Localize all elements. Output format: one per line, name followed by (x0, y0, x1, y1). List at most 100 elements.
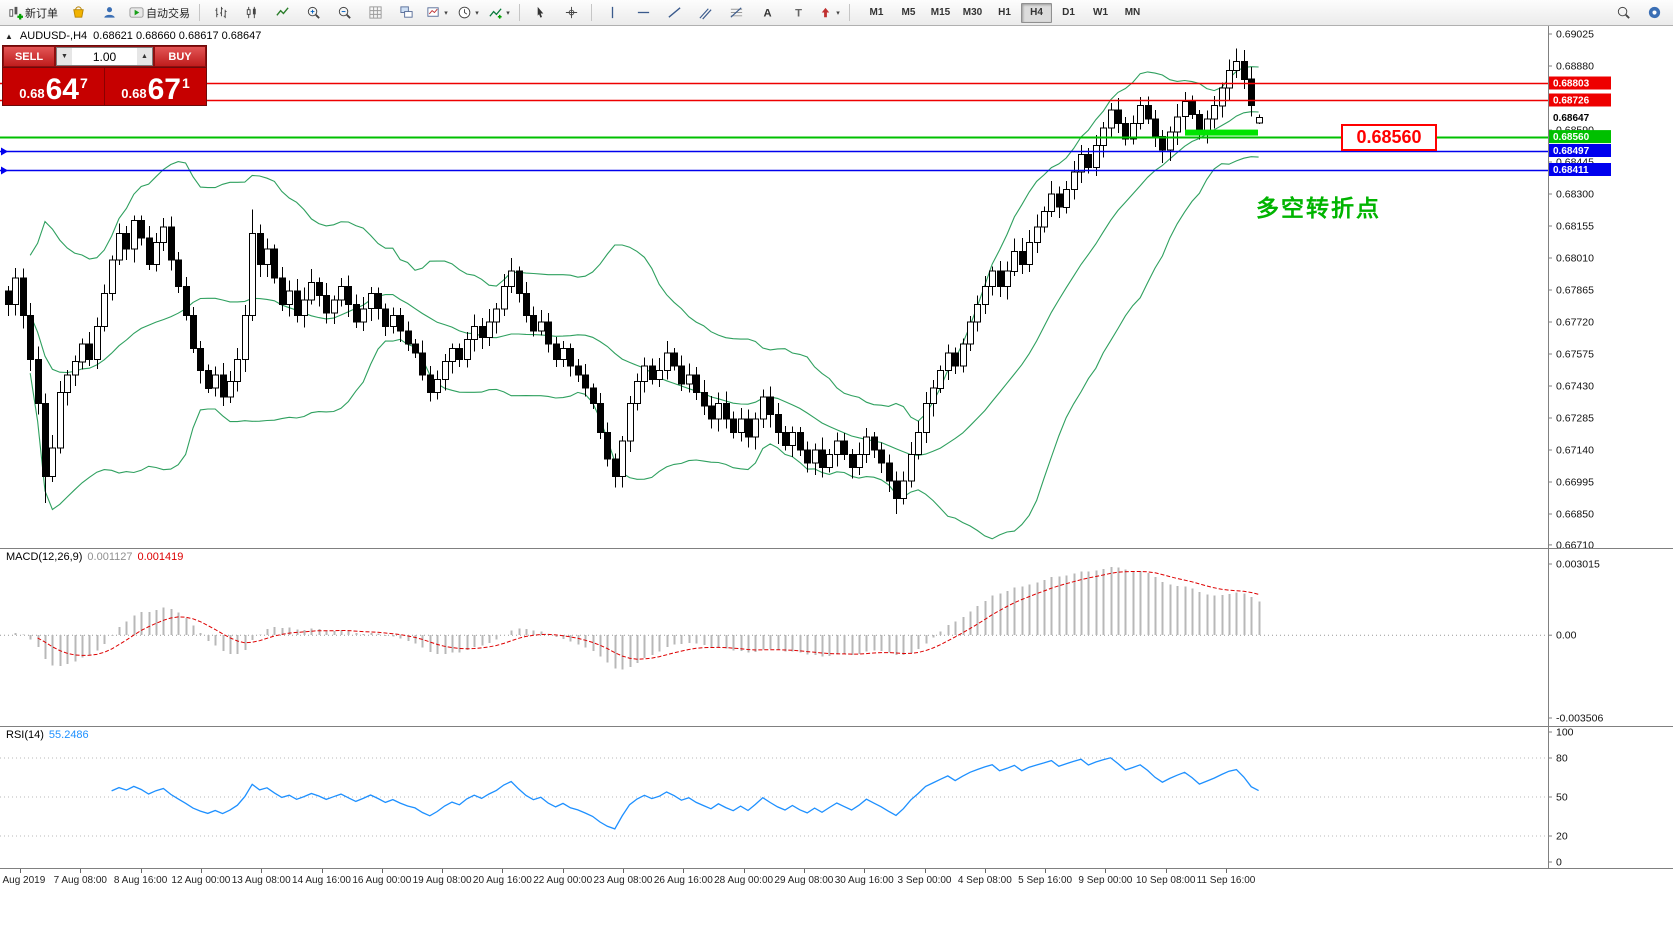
candle (1137, 105, 1144, 124)
text-label-tool-button[interactable]: T (783, 1, 813, 24)
horizontal-line-tool-button[interactable] (628, 1, 658, 24)
indicators-button[interactable]: ▾ (484, 1, 514, 24)
market-button[interactable] (63, 1, 93, 24)
channel-icon (698, 8, 712, 20)
time-axis-tick (623, 869, 624, 873)
candlestick-chart-button[interactable] (236, 1, 266, 24)
text-tool-button[interactable]: A (752, 1, 782, 24)
fibonacci-icon (729, 7, 742, 18)
crosshair-button[interactable] (556, 1, 586, 24)
signals-button[interactable] (94, 1, 124, 24)
new-chart-button[interactable]: ▾ (422, 1, 452, 24)
tile-windows-button[interactable] (391, 1, 421, 24)
sell-price-prefix: 0.68 (19, 86, 45, 101)
candle (686, 374, 693, 385)
rsi-panel-canvas[interactable]: 100 80 50 20 0 (0, 726, 1673, 868)
candle (279, 277, 286, 305)
trendline-tool-button[interactable] (659, 1, 689, 24)
time-axis-tick (140, 869, 142, 873)
main-chart-canvas[interactable]: 0.690250.688800.687350.685900.684450.683… (0, 26, 1673, 548)
candle (760, 396, 767, 420)
time-axis-label: 10 Sep 08:00 (1135, 875, 1196, 886)
timeframe-button-m15[interactable]: M15 (930, 7, 951, 18)
time-axis-tick (1105, 869, 1107, 873)
bar-chart-button[interactable] (205, 1, 235, 24)
candle (767, 396, 774, 416)
autotrading-button[interactable]: 自动交易 (125, 1, 194, 24)
arrow-tool-icon (821, 7, 830, 18)
candle (197, 348, 204, 372)
fibonacci-tool-button[interactable] (721, 1, 751, 24)
candle (456, 348, 463, 360)
timeframe-button-mn[interactable]: MN (1124, 7, 1141, 18)
candle (1189, 100, 1196, 116)
price-level-callout[interactable]: 0.68560 (1341, 124, 1437, 151)
lot-decrease-button[interactable]: ▼ (57, 48, 72, 65)
time-axis-tick (1165, 869, 1167, 873)
macd-panel-canvas[interactable]: 0.003015 0.00 -0.003506 (0, 548, 1673, 726)
candle-series (5, 48, 1263, 514)
channel-tool-button[interactable] (690, 1, 720, 24)
sell-button[interactable]: SELL (3, 46, 55, 67)
time-axis-tick (80, 869, 82, 873)
timeframe-button-m30[interactable]: M30 (962, 7, 983, 18)
time-axis-label: 13 Aug 08:00 (231, 875, 291, 886)
time-axis-tick (200, 869, 202, 873)
timeframe-button-m5[interactable]: M5 (901, 7, 916, 18)
candle (486, 321, 493, 338)
timeframe-button-w1[interactable]: W1 (1093, 7, 1108, 18)
price-axis-badge (1549, 163, 1611, 176)
price-axis-label: 0.68880 (1556, 61, 1594, 73)
grid-toggle-button[interactable] (360, 1, 390, 24)
candle (464, 339, 471, 361)
lot-size-input[interactable] (72, 48, 137, 65)
chart-note-text[interactable]: 多空转折点 (1256, 195, 1381, 221)
timeframe-button-h1[interactable]: H1 (998, 7, 1011, 18)
arrows-tool-button[interactable]: ▾ (814, 1, 844, 24)
candlestick-icon (246, 6, 256, 19)
sell-price-display[interactable]: 0.68 64 7 (3, 68, 104, 105)
candle (220, 374, 227, 398)
candle (434, 378, 441, 394)
time-axis-tick (502, 869, 504, 873)
candle (893, 480, 900, 500)
highlight-segment[interactable] (1185, 129, 1258, 136)
candle (183, 286, 190, 316)
candle (982, 286, 989, 305)
line-left-anchor[interactable] (1, 166, 8, 175)
price-axis-label: 0.68155 (1556, 221, 1594, 233)
candle (634, 381, 641, 405)
new-order-button[interactable]: 新订单 (4, 1, 62, 24)
candle (123, 233, 130, 250)
price-axis-badge-label: 0.68411 (1553, 165, 1589, 176)
one-click-collapse-icon[interactable]: ▲ (5, 31, 13, 41)
zoom-in-button[interactable] (298, 1, 328, 24)
new-order-label: 新订单 (25, 7, 58, 20)
period-button[interactable]: ▾ (453, 1, 483, 24)
zoom-out-button[interactable] (329, 1, 359, 24)
price-axis-label: 0.66710 (1556, 539, 1594, 548)
candle (323, 295, 330, 314)
line-left-anchor[interactable] (1, 147, 8, 156)
lot-increase-button[interactable]: ▲ (137, 48, 152, 65)
line-chart-button[interactable] (267, 1, 297, 24)
buy-button[interactable]: BUY (154, 46, 206, 67)
timeframe-button-d1[interactable]: D1 (1062, 7, 1075, 18)
time-axis-tick (803, 869, 805, 873)
price-axis-label: 0.67285 (1556, 413, 1594, 425)
bollinger-lower-band (29, 156, 1259, 540)
candle (1219, 87, 1226, 107)
timeframe-button-m1[interactable]: M1 (869, 7, 884, 18)
candle (841, 440, 848, 455)
timeframe-button-h4[interactable]: H4 (1021, 2, 1052, 23)
cursor-button[interactable] (525, 1, 555, 24)
buy-price-display[interactable]: 0.68 67 1 (104, 68, 206, 105)
candle (863, 436, 870, 455)
vertical-line-tool-button[interactable] (597, 1, 627, 24)
community-button[interactable] (1639, 1, 1669, 24)
candle (1145, 105, 1152, 120)
time-axis-label: 5 Sep 16:00 (1018, 875, 1073, 886)
candle (789, 431, 796, 446)
search-button[interactable] (1608, 1, 1638, 24)
